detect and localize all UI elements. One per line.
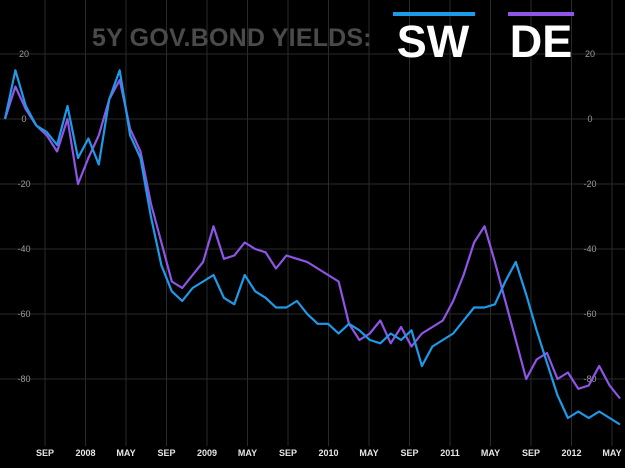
legend-label-de: DE <box>510 16 573 67</box>
x-tick-label: MAY <box>116 448 135 458</box>
x-tick-label: MAY <box>238 448 257 458</box>
legend-series-de: DE <box>508 12 574 67</box>
y-tick-label-left: 20 <box>19 49 29 59</box>
y-tick-label-left: 0 <box>21 114 26 124</box>
series-lines <box>3 69 621 426</box>
legend-swatch-de <box>508 12 574 16</box>
x-tick-label: 2012 <box>561 448 581 458</box>
chart-title-prefix: 5Y GOV.BOND YIELDS: <box>92 24 372 52</box>
y-tick-label-right: 0 <box>587 114 592 124</box>
x-tick-label: MAY <box>602 448 621 458</box>
y-tick-label-right: -40 <box>583 244 596 254</box>
x-tick-label: MAY <box>359 448 378 458</box>
y-axis-left: 20 0 -20 -40 -60 -80 <box>17 49 30 384</box>
x-tick-label: SEP <box>157 448 175 458</box>
y-tick-label-left: -60 <box>17 309 30 319</box>
y-axis-right: 20 0 -20 -40 -60 -80 <box>583 49 596 384</box>
x-axis: SEP 2008 MAY SEP 2009 MAY SEP 2010 MAY SEP 2011 MAY… <box>36 448 622 458</box>
y-tick-label-right: -80 <box>583 374 596 384</box>
x-tick-label: 2011 <box>440 448 460 458</box>
y-tick-label-left: -40 <box>17 244 30 254</box>
legend-series-sw: SW <box>393 12 475 67</box>
x-tick-label: SEP <box>400 448 418 458</box>
series-line-sw <box>3 69 621 426</box>
x-tick-label: 2008 <box>75 448 95 458</box>
x-tick-label: SEP <box>36 448 54 458</box>
x-tick-label: 2010 <box>318 448 338 458</box>
x-tick-label: SEP <box>522 448 540 458</box>
x-tick-label: SEP <box>279 448 297 458</box>
y-tick-label-left: -20 <box>17 179 30 189</box>
x-tick-label: MAY <box>481 448 500 458</box>
y-tick-label-right: -60 <box>583 309 596 319</box>
y-tick-label-left: -80 <box>17 374 30 384</box>
legend-label-sw: SW <box>397 16 470 67</box>
y-tick-label-right: -20 <box>583 179 596 189</box>
legend-swatch-sw <box>393 12 475 16</box>
x-tick-label: 2009 <box>197 448 217 458</box>
y-tick-label-right: 20 <box>585 49 595 59</box>
